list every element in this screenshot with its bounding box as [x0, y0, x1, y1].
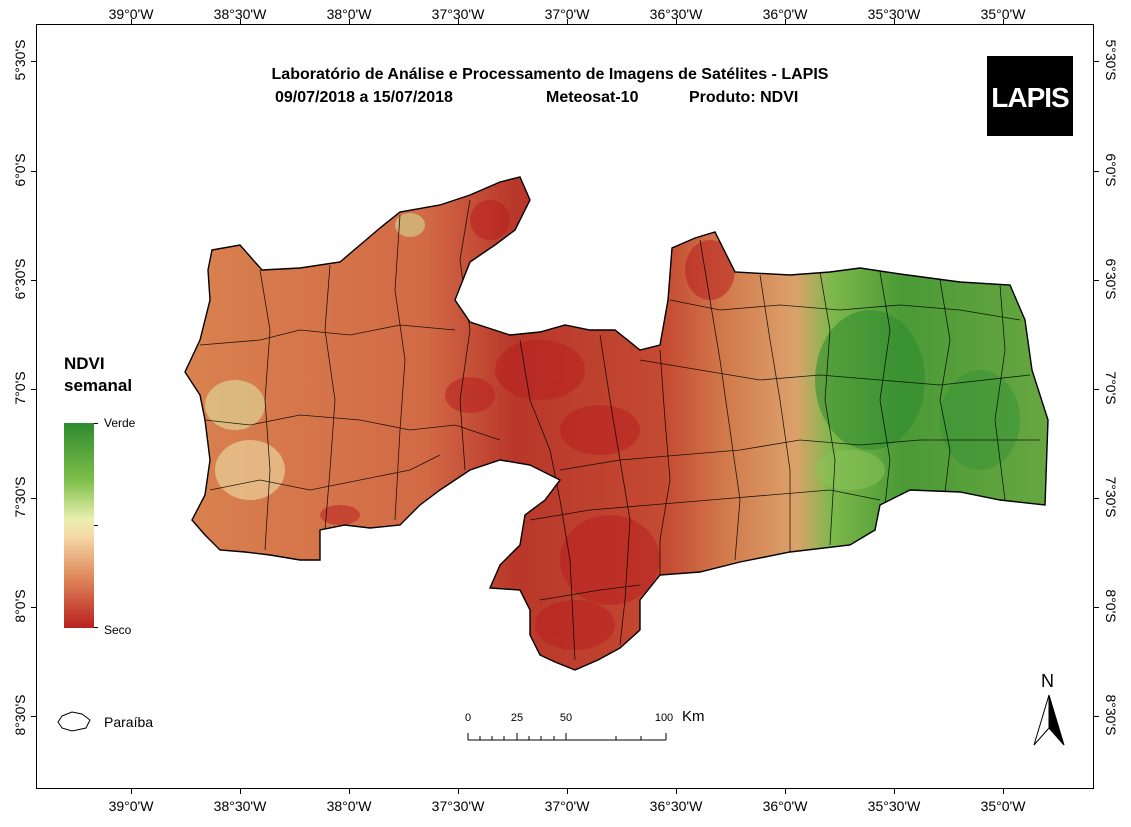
legend-low-label: Seco [104, 623, 132, 637]
frame-tick [1094, 607, 1099, 608]
frame-tick [31, 716, 36, 717]
frame-tick [567, 19, 568, 24]
latitude-label-right: 7°0'S [1103, 371, 1119, 405]
frame-tick [785, 789, 786, 794]
paraiba-label: Paraíba [104, 714, 154, 730]
scale-tick-label: 0 [464, 712, 472, 724]
frame-tick [31, 280, 36, 281]
longitude-label-bottom: 35°0'W [980, 798, 1026, 814]
north-label: N [1041, 671, 1054, 691]
frame-tick [458, 789, 459, 794]
legend-high-label: Verde [104, 416, 136, 430]
scale-tick-label: 50 [559, 712, 573, 724]
map-title: Laboratório de Análise e Processamento d… [271, 66, 829, 83]
longitude-label-top: 35°30'W [867, 6, 921, 22]
latitude-label-left: 7°0'S [12, 371, 28, 405]
frame-tick [1094, 171, 1099, 172]
latitude-label-right: 6°0'S [1103, 153, 1119, 187]
frame-tick [1094, 389, 1099, 390]
logo-text: LAPIS [991, 82, 1069, 113]
latitude-label-right: 8°30'S [1103, 694, 1119, 736]
latitude-label-left: 7°30'S [12, 476, 28, 518]
frame-tick [1094, 498, 1099, 499]
legend-title-line2: semanal [64, 376, 133, 395]
frame-tick [31, 171, 36, 172]
map-frame [36, 24, 1094, 789]
frame-tick [240, 19, 241, 24]
ramp-tick [94, 423, 98, 424]
ndvi-color-ramp [64, 423, 94, 628]
frame-tick [131, 19, 132, 24]
legend-title: NDVI semanal [64, 353, 132, 397]
frame-tick [31, 61, 36, 62]
frame-tick [31, 607, 36, 608]
latitude-label-right: 7°30'S [1103, 476, 1119, 518]
ramp-tick [94, 525, 98, 526]
longitude-label-top: 37°30'W [431, 6, 485, 22]
frame-tick [1003, 19, 1004, 24]
satellite-name: Meteosat-10 [546, 89, 639, 106]
latitude-label-right: 8°0'S [1103, 589, 1119, 623]
latitude-label-right: 5°30'S [1103, 39, 1119, 81]
frame-tick [1003, 789, 1004, 794]
latitude-label-left: 8°30'S [12, 694, 28, 736]
latitude-label-left: 6°0'S [12, 153, 28, 187]
frame-tick [676, 789, 677, 794]
ramp-tick [94, 627, 98, 628]
scale-tick-label: 100 [654, 712, 674, 724]
longitude-label-bottom: 38°30'W [213, 798, 267, 814]
frame-tick [785, 19, 786, 24]
frame-tick [349, 789, 350, 794]
scale-bar [467, 733, 667, 741]
longitude-label-top: 39°0'W [108, 6, 154, 22]
lapis-logo: LAPIS [987, 56, 1073, 136]
frame-tick [1094, 280, 1099, 281]
longitude-label-top: 36°30'W [649, 6, 703, 22]
date-range: 09/07/2018 a 15/07/2018 [275, 89, 453, 106]
latitude-label-right: 6°30'S [1103, 258, 1119, 300]
frame-tick [240, 789, 241, 794]
product-name: Produto: NDVI [689, 89, 799, 106]
latitude-label-left: 6°30'S [12, 258, 28, 300]
north-arrow-icon [1033, 694, 1065, 746]
scale-unit: Km [682, 708, 705, 725]
latitude-label-left: 5°30'S [12, 39, 28, 81]
longitude-label-top: 38°30'W [213, 6, 267, 22]
frame-tick [894, 19, 895, 24]
longitude-label-top: 38°0'W [326, 6, 372, 22]
longitude-label-bottom: 38°0'W [326, 798, 372, 814]
frame-tick [131, 789, 132, 794]
longitude-label-top: 35°0'W [980, 6, 1026, 22]
latitude-label-left: 8°0'S [12, 589, 28, 623]
longitude-label-bottom: 36°0'W [762, 798, 808, 814]
frame-tick [349, 19, 350, 24]
paraiba-outline-icon [57, 711, 91, 732]
longitude-label-bottom: 39°0'W [108, 798, 154, 814]
longitude-label-bottom: 37°30'W [431, 798, 485, 814]
longitude-label-bottom: 37°0'W [544, 798, 590, 814]
longitude-label-top: 36°0'W [762, 6, 808, 22]
frame-tick [567, 789, 568, 794]
frame-tick [894, 789, 895, 794]
frame-tick [458, 19, 459, 24]
frame-tick [676, 19, 677, 24]
frame-tick [31, 498, 36, 499]
scale-tick-label: 25 [510, 712, 524, 724]
longitude-label-top: 37°0'W [544, 6, 590, 22]
frame-tick [1094, 716, 1099, 717]
frame-tick [31, 389, 36, 390]
longitude-label-bottom: 35°30'W [867, 798, 921, 814]
legend-title-line1: NDVI [64, 354, 105, 373]
frame-tick [1094, 61, 1099, 62]
longitude-label-bottom: 36°30'W [649, 798, 703, 814]
